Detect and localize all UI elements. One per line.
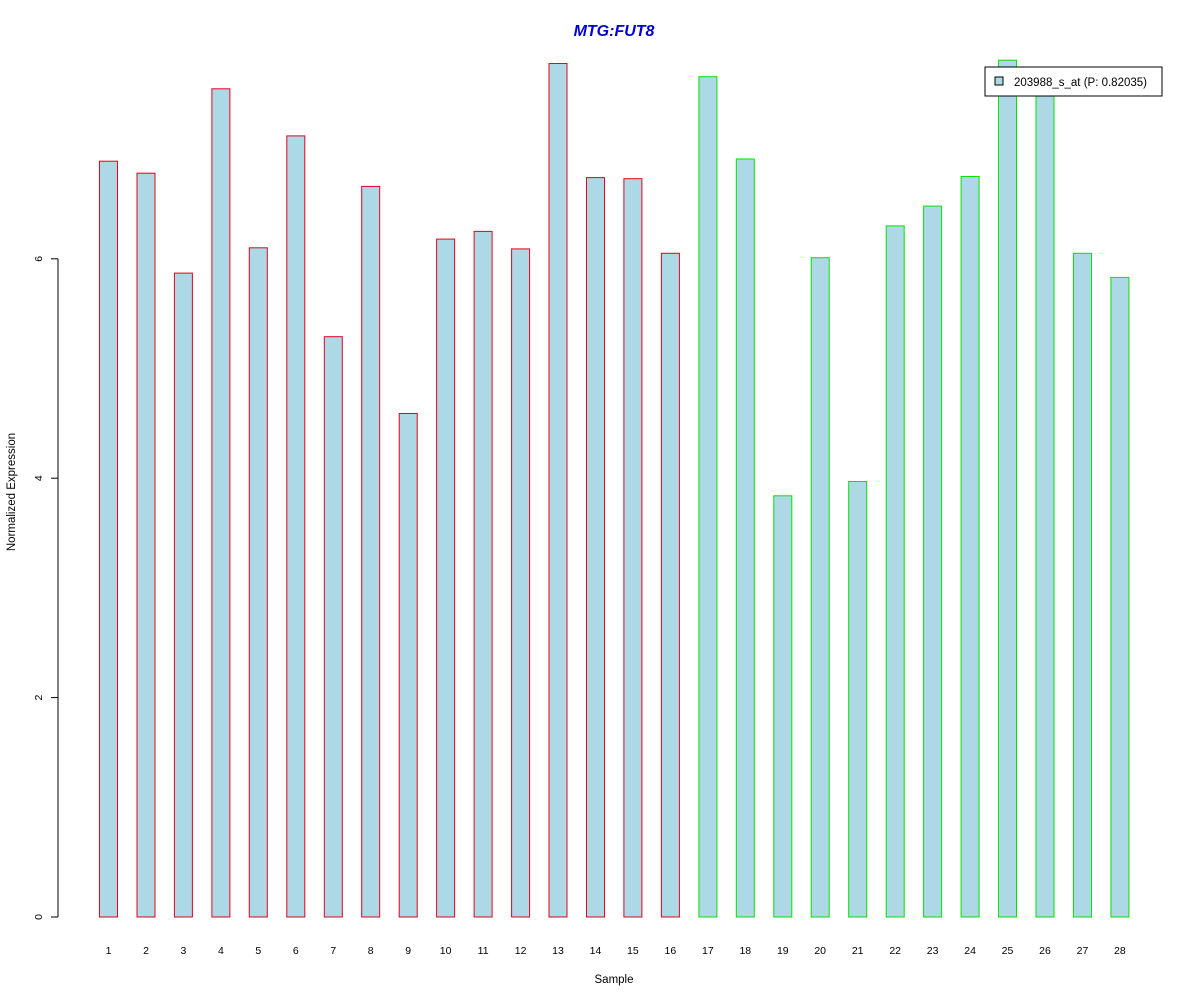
- x-tick-label: 7: [330, 945, 336, 957]
- bar-sample-10: [436, 238, 456, 918]
- x-tick-label: 14: [590, 945, 602, 957]
- bars-group: [99, 59, 1130, 918]
- x-tick-label: 11: [478, 945, 489, 957]
- bar-sample-18: [735, 158, 755, 918]
- x-tick-label: 18: [739, 945, 751, 957]
- y-tick-label: 6: [33, 256, 45, 262]
- bar-sample-11: [473, 230, 493, 918]
- bar-sample-7: [323, 336, 343, 918]
- x-tick-label: 19: [777, 945, 789, 957]
- x-tick-label: 15: [627, 945, 639, 957]
- y-axis-label: Normalized Expression: [6, 433, 18, 551]
- x-tick-label: 26: [1039, 945, 1051, 957]
- legend-box: [984, 66, 1163, 97]
- bar-sample-19: [773, 495, 793, 918]
- x-tick-label: 6: [293, 945, 299, 957]
- x-tick-label: 21: [852, 945, 864, 957]
- y-tick-label: 0: [33, 914, 45, 920]
- y-axis: 0 2 4 6: [33, 256, 59, 920]
- bar-sample-27: [1073, 252, 1092, 918]
- legend-swatch: [994, 76, 1004, 86]
- x-tick-label: 8: [368, 945, 374, 957]
- bar-sample-1: [99, 160, 118, 918]
- bar-sample-13: [548, 63, 568, 918]
- bar-sample-4: [211, 88, 231, 918]
- bar-sample-12: [511, 248, 531, 918]
- bar-sample-5: [248, 247, 268, 918]
- bar-sample-9: [398, 413, 418, 918]
- y-tick-label: 2: [33, 695, 45, 701]
- x-tick-label: 5: [255, 945, 261, 957]
- x-tick-label: 16: [665, 945, 677, 957]
- y-tick-label: 4: [33, 475, 45, 481]
- bar-sample-14: [586, 177, 605, 918]
- x-tick-label: 28: [1114, 945, 1126, 957]
- x-tick-label: 25: [1002, 945, 1014, 957]
- x-tick-labels: 1 2 3 4 5 6 7 8 9 10 11 12 13 14 15 16 17 18 19 20 21 22 23 24 2…: [106, 945, 1126, 957]
- x-tick-label: 3: [180, 945, 186, 957]
- legend: 203988_s_at (P: 0.82035): [984, 66, 1163, 97]
- x-tick-label: 9: [405, 945, 411, 957]
- x-tick-label: 23: [927, 945, 939, 957]
- bar-sample-28: [1110, 276, 1130, 918]
- bar-sample-6: [286, 135, 306, 918]
- bar-sample-23: [923, 205, 943, 918]
- x-tick-label: 12: [515, 945, 527, 957]
- bar-sample-15: [623, 178, 643, 918]
- x-tick-label: 4: [218, 945, 224, 957]
- bar-sample-3: [173, 272, 193, 918]
- x-tick-label: 20: [814, 945, 826, 957]
- bar-sample-21: [848, 481, 868, 918]
- bar-sample-24: [960, 176, 980, 918]
- x-axis-label: Sample: [595, 974, 634, 986]
- x-tick-label: 2: [143, 945, 149, 957]
- legend-label: 203988_s_at (P: 0.82035): [1014, 77, 1147, 89]
- x-tick-label: 13: [552, 945, 564, 957]
- bar-sample-20: [810, 257, 830, 918]
- bar-sample-16: [660, 252, 680, 918]
- bar-sample-2: [136, 172, 156, 918]
- bar-sample-8: [361, 185, 381, 918]
- x-tick-label: 10: [440, 945, 452, 957]
- chart-title: MTG:FUT8: [574, 23, 655, 40]
- x-tick-label: 22: [889, 945, 901, 957]
- bar-sample-17: [698, 76, 718, 918]
- bar-sample-25: [998, 59, 1017, 918]
- x-tick-label: 1: [106, 945, 112, 957]
- bar-sample-26: [1035, 88, 1055, 918]
- x-tick-label: 17: [702, 945, 714, 957]
- bar-sample-22: [885, 225, 905, 918]
- x-tick-label: 27: [1077, 945, 1089, 957]
- x-tick-label: 24: [964, 945, 976, 957]
